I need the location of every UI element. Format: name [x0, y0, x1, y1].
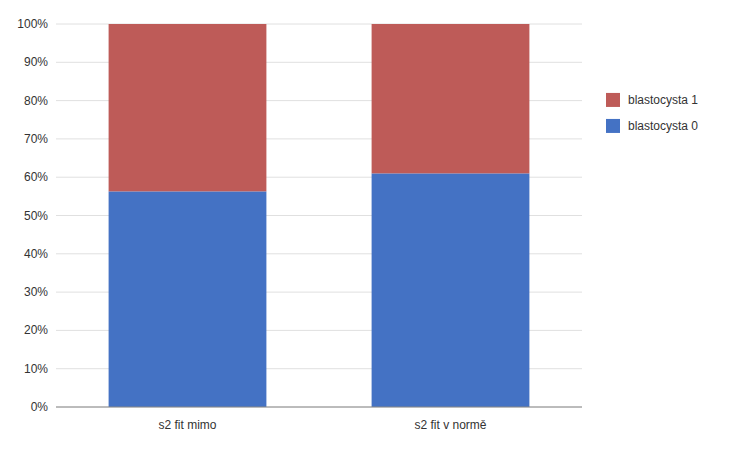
- legend-swatch: [606, 119, 620, 133]
- bar: [372, 173, 530, 407]
- chart: 0% 10% 20% 30% 40% 50% 60% 70% 80% 90% 100% s2 fit …: [0, 0, 752, 451]
- grid-line: [56, 407, 582, 408]
- legend: blastocysta 1 blastocysta 0: [606, 93, 698, 134]
- y-tick-label: 50%: [24, 209, 48, 223]
- y-tick-label: 10%: [24, 362, 48, 376]
- bars: [109, 24, 530, 407]
- y-tick-label: 90%: [24, 55, 48, 69]
- y-tick-label: 70%: [24, 132, 48, 146]
- x-tick-label: s2 fit mimo: [158, 418, 216, 432]
- grid: [56, 24, 582, 407]
- x-tick-label: s2 fit v normě: [414, 418, 486, 432]
- bar: [372, 24, 530, 173]
- y-tick-label: 60%: [24, 170, 48, 184]
- y-tick-label: 30%: [24, 285, 48, 299]
- y-tick-label: 0%: [31, 400, 49, 414]
- bar: [109, 191, 267, 407]
- y-tick-label: 40%: [24, 247, 48, 261]
- bar: [109, 24, 267, 191]
- y-tick-label: 100%: [17, 17, 48, 31]
- y-axis: 0% 10% 20% 30% 40% 50% 60% 70% 80% 90% 100%: [17, 17, 48, 414]
- legend-label: blastocysta 0: [628, 119, 698, 133]
- legend-label: blastocysta 1: [628, 93, 698, 107]
- x-axis-line: [56, 407, 582, 408]
- legend-swatch: [606, 93, 620, 107]
- y-tick-label: 80%: [24, 94, 48, 108]
- y-tick-label: 20%: [24, 323, 48, 337]
- x-axis: s2 fit mimo s2 fit v normě: [56, 407, 582, 432]
